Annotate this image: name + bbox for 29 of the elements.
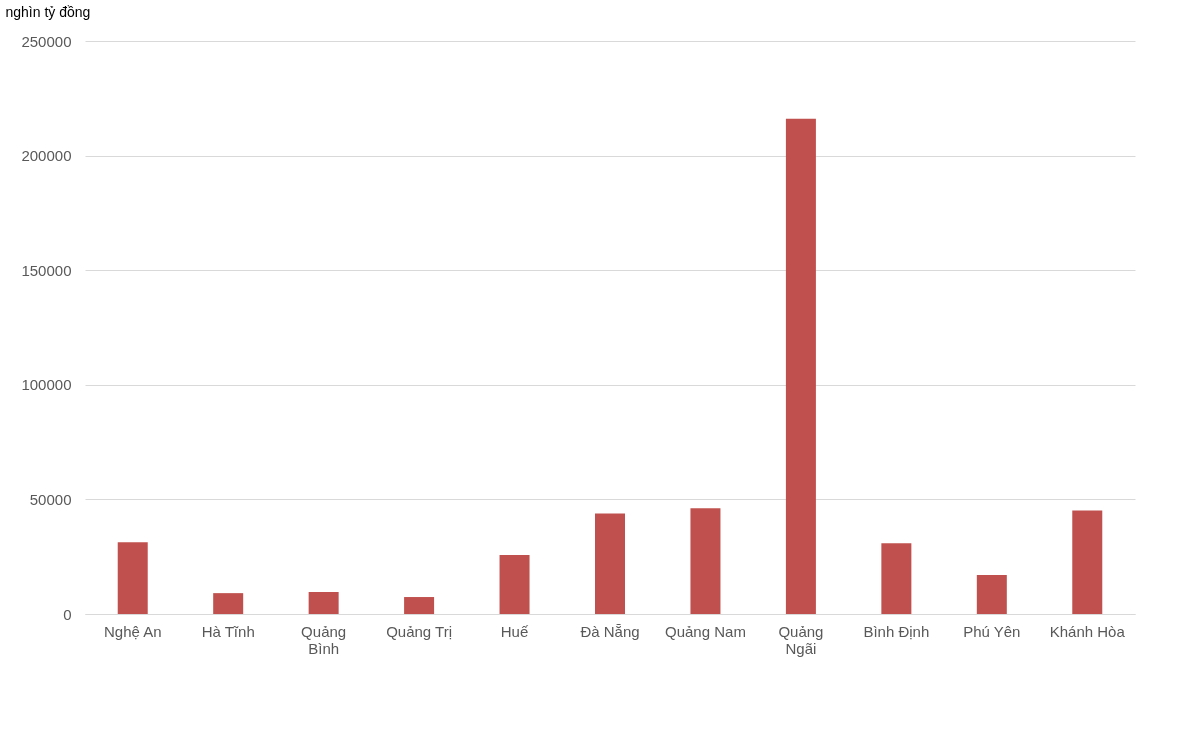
x-tick-label: Nghệ An bbox=[103, 622, 162, 640]
x-tick-label: Quảng Trị bbox=[386, 622, 453, 640]
bar bbox=[117, 542, 148, 614]
x-tick-label: Quảng Nam bbox=[665, 622, 746, 640]
y-tick-label: 50000 bbox=[29, 490, 72, 508]
y-tick-label: 250000 bbox=[21, 32, 72, 50]
bar bbox=[499, 555, 530, 614]
y-tick-label: 100000 bbox=[21, 376, 72, 394]
bar bbox=[881, 543, 912, 614]
bar bbox=[785, 118, 816, 614]
bar bbox=[308, 592, 339, 614]
x-tick-label: Huế bbox=[500, 622, 529, 640]
x-tick-label: Khánh Hòa bbox=[1049, 622, 1126, 640]
bar bbox=[1072, 510, 1103, 614]
x-tick-label: Phú Yên bbox=[963, 622, 1021, 640]
y-tick-label: 200000 bbox=[21, 147, 72, 165]
y-tick-label: 150000 bbox=[21, 261, 72, 279]
x-tick-label: Quảng Ngãi bbox=[778, 622, 824, 657]
x-tick-label: Quảng Bình bbox=[301, 622, 347, 657]
bar bbox=[595, 513, 625, 614]
x-tick-label: Bình Định bbox=[863, 622, 930, 640]
y-tick-label: 0 bbox=[63, 605, 72, 623]
x-tick-label: Hà Tĩnh bbox=[201, 622, 255, 640]
bar bbox=[976, 575, 1007, 614]
bar bbox=[690, 508, 721, 614]
x-tick-label: Đà Nẵng bbox=[580, 622, 640, 640]
bar bbox=[213, 593, 244, 614]
y-axis-title: nghìn tỷ đồng bbox=[5, 3, 91, 20]
bar bbox=[404, 597, 435, 614]
